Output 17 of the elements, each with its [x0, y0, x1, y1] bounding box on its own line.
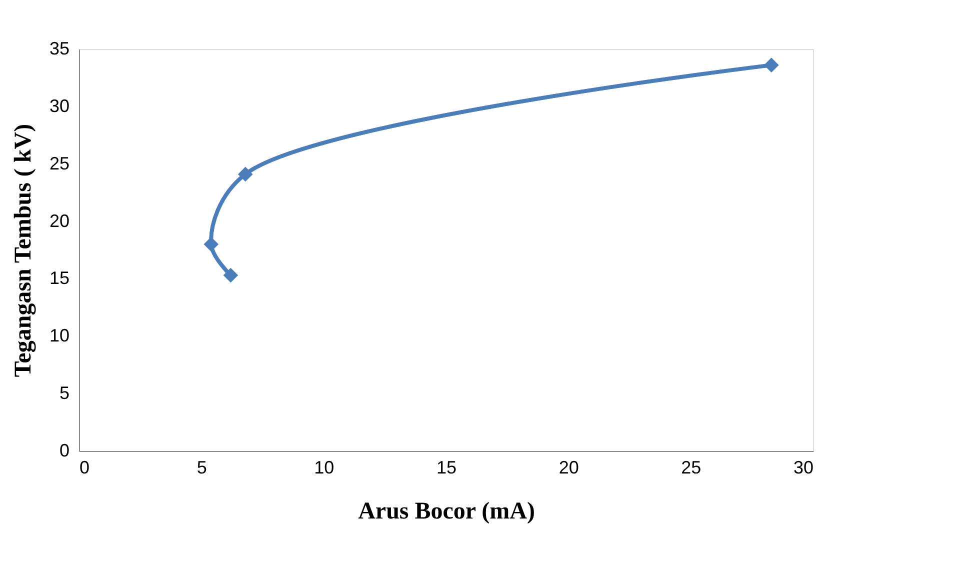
x-axis-title: Arus Bocor (mA) — [358, 498, 535, 524]
y-tick-label: 25 — [49, 153, 70, 174]
x-tick-label: 30 — [793, 458, 814, 478]
x-tick-label: 5 — [196, 458, 207, 478]
x-tick-label: 25 — [681, 458, 702, 478]
x-tick-label: 15 — [436, 458, 457, 478]
y-tick-label: 35 — [49, 38, 70, 58]
y-tick-label: 5 — [59, 383, 70, 404]
y-tick-label: 10 — [49, 326, 70, 346]
y-tick-label: 20 — [49, 210, 70, 231]
x-tick-label: 0 — [80, 458, 90, 478]
x-tick-label: 20 — [558, 458, 579, 478]
y-tick-label: 0 — [59, 440, 70, 460]
y-axis-title: Tegangasn Tembus ( kV) — [10, 124, 36, 378]
y-tick-label: 30 — [49, 96, 70, 116]
y-tick-label: 15 — [49, 268, 70, 288]
x-tick-label: 10 — [314, 458, 334, 478]
